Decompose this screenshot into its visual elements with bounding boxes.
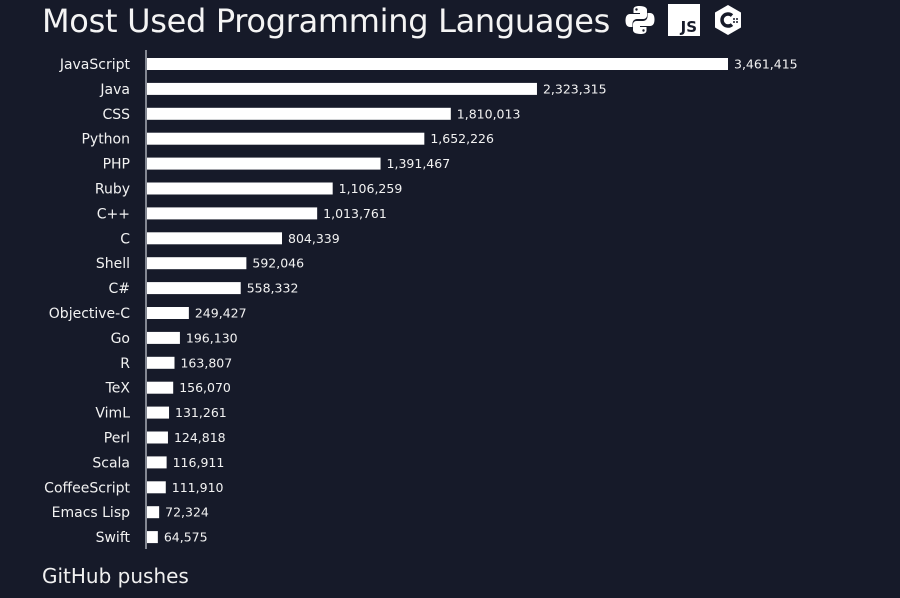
category-label: Shell bbox=[96, 256, 130, 272]
value-label: 592,046 bbox=[252, 256, 304, 271]
category-label: Python bbox=[81, 132, 130, 148]
bar bbox=[147, 406, 170, 419]
python-logo-icon bbox=[625, 6, 655, 34]
bar bbox=[147, 531, 158, 544]
bar bbox=[147, 506, 160, 519]
bar bbox=[147, 331, 180, 344]
value-label: 1,810,013 bbox=[457, 106, 521, 121]
category-label: Perl bbox=[104, 431, 130, 447]
category-label: Ruby bbox=[95, 182, 130, 198]
value-label: 116,911 bbox=[173, 455, 225, 470]
bar bbox=[147, 157, 381, 170]
bar bbox=[147, 456, 167, 469]
category-label: TeX bbox=[105, 381, 131, 397]
value-label: 156,070 bbox=[179, 380, 231, 395]
bar bbox=[147, 207, 318, 220]
svg-text:JS: JS bbox=[680, 18, 697, 36]
bar bbox=[147, 481, 166, 494]
bar bbox=[147, 381, 174, 394]
value-label: 249,427 bbox=[195, 306, 247, 321]
category-label: C# bbox=[108, 281, 130, 297]
category-label: VimL bbox=[95, 406, 130, 422]
value-label: 163,807 bbox=[180, 355, 232, 370]
bar bbox=[147, 431, 168, 444]
category-label: Swift bbox=[96, 530, 131, 546]
bar bbox=[147, 182, 333, 195]
value-label: 111,910 bbox=[172, 480, 224, 495]
category-label: R bbox=[120, 356, 130, 372]
category-label: JavaScript bbox=[59, 57, 131, 73]
value-label: 131,261 bbox=[175, 405, 227, 420]
value-label: 72,324 bbox=[165, 505, 209, 520]
bar bbox=[147, 307, 189, 319]
bar bbox=[147, 232, 283, 245]
category-label: C bbox=[120, 231, 130, 247]
value-label: 1,013,761 bbox=[323, 206, 387, 221]
chart-caption: GitHub pushes bbox=[42, 564, 189, 588]
category-label: Go bbox=[111, 331, 130, 347]
value-label: 1,652,226 bbox=[430, 131, 494, 146]
value-label: 558,332 bbox=[247, 281, 299, 296]
value-label: 64,575 bbox=[164, 530, 208, 545]
category-label: CSS bbox=[102, 107, 130, 123]
bar bbox=[147, 132, 425, 145]
bar bbox=[147, 58, 728, 70]
category-label: Scala bbox=[92, 455, 130, 471]
value-label: 3,461,415 bbox=[734, 57, 798, 72]
value-label: 124,818 bbox=[174, 430, 226, 445]
javascript-logo-icon: JS bbox=[668, 4, 700, 36]
category-label: CoffeeScript bbox=[44, 480, 130, 496]
value-label: 1,106,259 bbox=[339, 181, 403, 196]
value-label: 804,339 bbox=[288, 231, 340, 246]
bar bbox=[147, 356, 175, 369]
bar bbox=[147, 257, 247, 270]
category-label: C++ bbox=[97, 206, 130, 222]
chart-title: Most Used Programming Languages bbox=[42, 2, 610, 40]
value-label: 196,130 bbox=[186, 330, 238, 345]
category-label: PHP bbox=[103, 157, 130, 173]
bar bbox=[147, 282, 241, 295]
category-label: Emacs Lisp bbox=[52, 505, 130, 521]
value-label: 1,391,467 bbox=[387, 156, 451, 171]
category-label: Objective-C bbox=[49, 306, 130, 322]
bar bbox=[147, 82, 537, 95]
cpp-logo-icon bbox=[715, 5, 741, 35]
value-label: 2,323,315 bbox=[543, 81, 607, 96]
bar bbox=[147, 107, 451, 120]
language-logos: JS bbox=[624, 4, 744, 36]
category-label: Java bbox=[99, 82, 130, 98]
